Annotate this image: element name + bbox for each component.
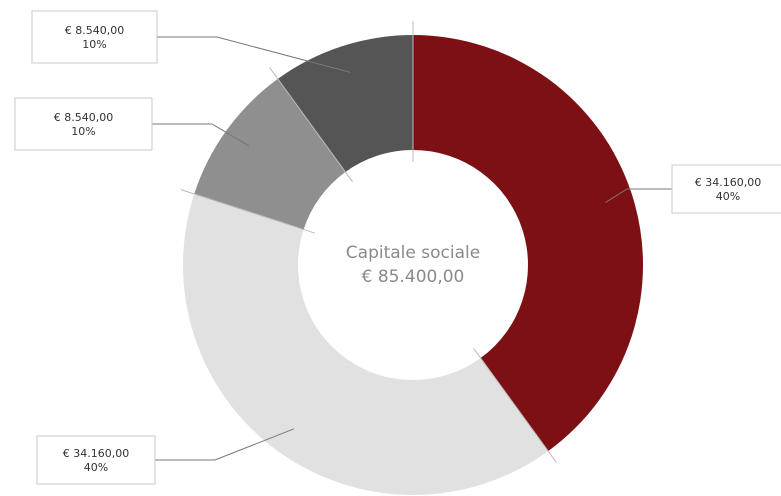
slice-percent-label-4: 10% xyxy=(82,38,106,51)
callout-box-4 xyxy=(31,10,158,64)
slice-percent-label-3: 10% xyxy=(71,125,95,138)
donut-slice-4 xyxy=(277,35,413,172)
donut-slice-1 xyxy=(413,35,643,452)
slice-percent-label-2: 40% xyxy=(84,461,108,474)
slice-value-label-3: € 8.540,00 xyxy=(54,111,113,124)
slice-value-label-4: € 8.540,00 xyxy=(65,24,124,37)
slice-boundary-tick xyxy=(473,348,557,463)
callout-box-3 xyxy=(14,97,153,151)
callout-box-2 xyxy=(36,435,156,485)
center-title: Capitale sociale xyxy=(346,243,480,263)
callout-leader-1 xyxy=(605,188,672,203)
slice-boundary-tick xyxy=(180,189,316,234)
slice-boundary-tick xyxy=(269,67,353,182)
slice-value-label-1: € 34.160,00 xyxy=(695,176,761,189)
callout-leader-4 xyxy=(157,36,351,73)
slice-value-label-2: € 34.160,00 xyxy=(63,447,129,460)
slice-ticks xyxy=(180,21,557,463)
slice-percent-label-1: 40% xyxy=(716,190,740,203)
donut-slice-3 xyxy=(194,78,346,230)
callout-box-1 xyxy=(671,164,781,214)
donut-slice-2 xyxy=(183,193,549,495)
center-value: € 85.400,00 xyxy=(362,267,465,287)
callout-leader-2 xyxy=(155,428,295,461)
donut-slices xyxy=(183,35,643,495)
callout-leader-3 xyxy=(152,123,250,147)
